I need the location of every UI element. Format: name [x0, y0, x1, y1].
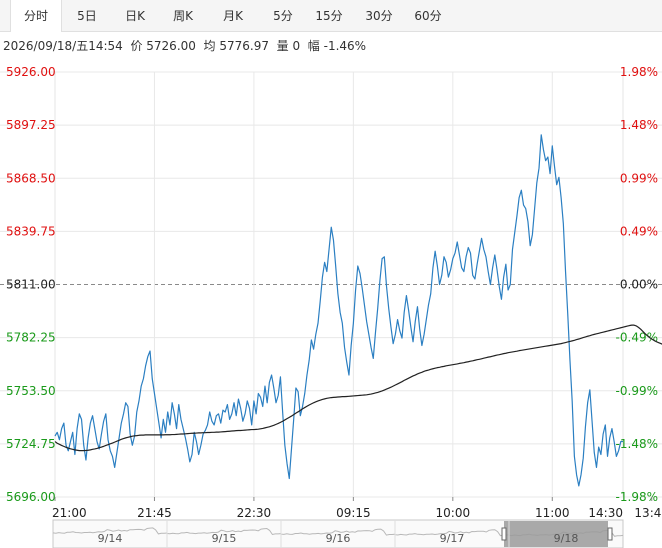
x-tick-label: 21:45 — [137, 506, 172, 520]
quote-info-bar: 2026/09/18/五14:54 价 5726.00 均 5776.97 量 … — [3, 37, 366, 54]
y-tick-label-right: 1.48% — [620, 118, 658, 132]
y-tick-label-left: 5839.75 — [6, 224, 56, 238]
x-tick-label: 10:00 — [436, 506, 471, 520]
y-tick-label-right: -0.49% — [616, 331, 658, 345]
x-tick-label: 14:30 — [588, 506, 623, 520]
navigator-selection[interactable] — [504, 521, 608, 547]
y-tick-label-left: 5753.50 — [6, 384, 56, 398]
period-tab-bar: 分时 5日 日K 周K 月K 5分 15分 30分 60分 — [0, 0, 662, 32]
x-tick-label: 13:45 — [634, 506, 662, 520]
avg-value: 5776.97 — [219, 39, 270, 53]
navigator-day-label: 9/15 — [212, 532, 237, 545]
price-line — [54, 134, 623, 487]
y-tick-label-left: 5926.00 — [6, 65, 56, 79]
average-line — [54, 324, 662, 452]
navigator-handle-left[interactable] — [501, 527, 507, 541]
navigator-day-label: 9/17 — [440, 532, 465, 545]
y-tick-label-right: 0.00% — [620, 278, 658, 292]
y-tick-label-right: -0.99% — [616, 384, 658, 398]
y-tick-label-right: 1.98% — [620, 65, 658, 79]
y-tick-label-left: 5868.50 — [6, 171, 56, 185]
tab-9[interactable]: 60分 — [414, 9, 442, 23]
tab-4[interactable]: 周K — [173, 9, 193, 23]
x-tick-label: 22:30 — [237, 506, 272, 520]
y-tick-label-right: -1.98% — [616, 490, 658, 504]
navigator-handle-right[interactable] — [607, 527, 613, 541]
change-value: -1.46% — [323, 39, 367, 53]
tab-5[interactable]: 月K — [223, 9, 243, 23]
x-tick-label: 11:00 — [535, 506, 570, 520]
y-tick-label-left: 5696.00 — [6, 490, 56, 504]
volume-value: 0 — [292, 39, 301, 53]
volume-label: 量 — [276, 39, 289, 53]
tab-7[interactable]: 15分 — [315, 9, 343, 23]
y-tick-label-left: 5782.25 — [6, 331, 56, 345]
tab-6[interactable]: 5分 — [273, 9, 293, 23]
y-tick-label-right: 0.99% — [620, 171, 658, 185]
tab-8[interactable]: 30分 — [365, 9, 393, 23]
y-tick-label-right: 0.49% — [620, 224, 658, 238]
navigator-day-label: 9/14 — [98, 532, 123, 545]
change-label: 幅 — [307, 39, 320, 53]
navigator-day-label: 9/16 — [326, 532, 351, 545]
navigator-day-label: 9/18 — [554, 532, 579, 545]
x-tick-label: 21:00 — [52, 506, 87, 520]
tab-2[interactable]: 5日 — [77, 9, 97, 23]
quote-datetime: 2026/09/18/五14:54 — [3, 39, 123, 53]
tab-1[interactable]: 分时 — [10, 0, 62, 32]
y-tick-label-left: 5724.75 — [6, 437, 56, 451]
y-tick-label-right: -1.48% — [616, 437, 658, 451]
avg-label: 均 — [203, 39, 216, 53]
y-tick-label-left: 5811.00 — [6, 278, 56, 292]
y-tick-label-left: 5897.25 — [6, 118, 56, 132]
tab-3[interactable]: 日K — [125, 9, 145, 23]
price-label: 价 — [130, 39, 143, 53]
x-tick-label: 09:15 — [336, 506, 371, 520]
price-value: 5726.00 — [146, 39, 196, 53]
